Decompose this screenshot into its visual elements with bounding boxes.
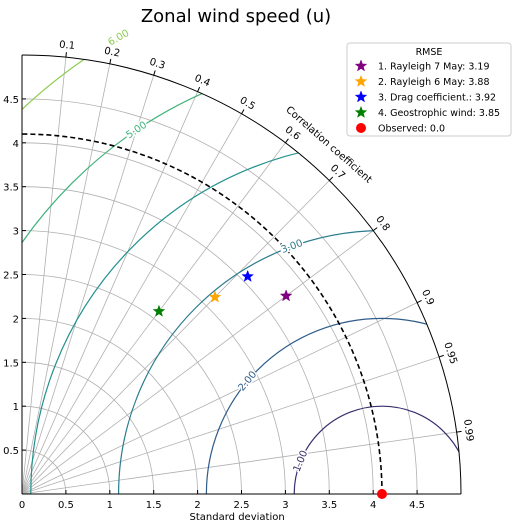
y-tick-label: 3.5 [3,183,19,194]
x-axis-label: Standard deviation [190,512,285,523]
y-tick-label: 3 [13,227,19,238]
legend-entry-label: 4. Geostrophic wind: 3.85 [378,108,500,119]
legend-entry-label: Observed: 0.0 [378,124,445,135]
x-tick-label: 1.5 [146,500,162,511]
x-tick-label: 1 [107,500,113,511]
corr-grid-line [22,431,457,494]
x-tick-label: 2.5 [234,500,250,511]
corr-grid-line [22,91,198,494]
std-grid-arc [22,142,374,494]
chart-title: Zonal wind speed (u) [141,6,331,27]
corr-tick-label: 0.5 [238,95,257,112]
rmse-contour-label: 6.00 [106,28,131,49]
x-tick-label: 4 [370,500,376,511]
corr-tick [109,58,112,64]
legend-marker [354,59,368,72]
corr-tick-label: 0.8 [373,214,391,233]
x-tick-label: 0.5 [58,500,74,511]
y-tick-label: 4 [13,139,19,150]
x-tick-label: 2 [194,500,200,511]
rmse-contour [117,230,461,494]
corr-tick [241,109,245,115]
rmse-contour [30,142,461,494]
legend-marker [356,123,366,133]
legend-box [346,42,512,137]
corr-grid-line [22,142,286,494]
corr-tick-label: 0.4 [193,73,212,89]
corr-grid-line [22,302,418,494]
legend-marker [354,74,368,87]
corr-tick [328,176,334,181]
y-tick-label: 2.5 [3,271,19,282]
corr-grid-line [22,230,374,494]
legend-marker [354,90,368,103]
y-tick-label: 1 [13,402,19,413]
model-point [208,290,222,303]
x-tick-label: 3 [282,500,288,511]
std-grid-arc [22,98,418,494]
corr-tick [456,430,462,433]
corr-tick-label: 0.95 [441,341,458,366]
legend-marker [354,105,368,118]
std-grid-arc [22,318,198,494]
corr-tick [438,354,444,358]
y-tick-label: 4.5 [3,95,19,106]
observed-point [376,489,387,499]
corr-grid-line [22,180,330,494]
legend-entry-label: 3. Drag coefficient.: 3.92 [378,93,496,104]
y-tick-label: 2 [13,314,19,325]
legend: RMSE 1. Rayleigh 7 May: 3.19 2. Rayleigh 6… [346,42,512,137]
x-tick-label: 4.5 [409,500,425,511]
corr-grid-line [22,356,440,494]
model-point [152,304,166,317]
rmse-contour-label: 1.00 [292,449,311,474]
model-point [241,269,255,282]
rmse-contour [293,405,461,494]
corr-grid-line [22,63,111,494]
std-grid-arc [22,449,67,494]
x-tick-label: 0 [19,500,25,511]
legend-entry-label: 1. Rayleigh 7 May: 3.19 [378,62,490,73]
corr-tick-label: 0.9 [419,288,436,307]
corr-grid-line [22,113,242,494]
legend-entry-label: 2. Rayleigh 6 May: 3.88 [378,77,490,88]
rmse-contour-label: 5.00 [124,120,149,142]
outer-arc [21,54,462,495]
corr-tick-label: 0.3 [148,57,166,72]
std-grid-arc [22,186,330,494]
corr-tick [197,86,201,92]
corr-tick [153,70,156,76]
y-tick-label: 1.5 [3,358,19,369]
corr-tick [416,300,422,304]
model-point [279,289,293,302]
corr-tick [65,52,67,58]
corr-tick-label: 0.99 [461,419,475,443]
std-grid-arc [22,274,242,494]
reference-std-arc [22,133,383,494]
rmse-contour [205,317,461,494]
rmse-contour-label: 3.00 [280,238,305,256]
x-tick-label: 3.5 [321,500,337,511]
corr-tick-label: 0.1 [59,39,76,52]
corr-tick-label: 0.2 [103,46,121,60]
corr-grid-line [22,57,67,494]
corr-tick-label: 0.6 [283,124,302,142]
legend-title: RMSE [416,47,443,58]
corr-tick [284,138,289,144]
std-grid-arc [22,361,155,494]
y-tick-label: 0.5 [3,446,19,457]
corr-tick [372,227,378,232]
std-grid-arc [22,230,286,494]
corr-grid-line [22,75,155,494]
